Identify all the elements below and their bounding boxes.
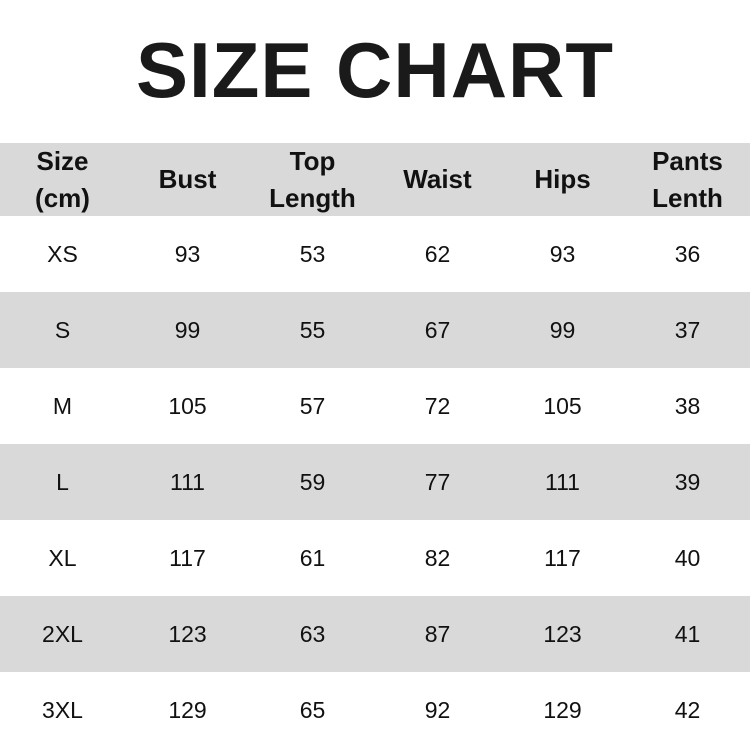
measurement-cell: 93 (174, 240, 201, 267)
measurement-cell: 65 (299, 696, 326, 723)
table-body: XS 93 53 62 93 36 S 99 55 67 99 37 M 105 57 72 105 38 L 111… (0, 216, 750, 748)
table-header: Size (cm) Bust Top Length Waist Hips Pants Le… (0, 143, 750, 216)
table-row: S 99 55 67 99 37 (0, 292, 750, 368)
table-row: M 105 57 72 105 38 (0, 368, 750, 444)
measurement-cell: 72 (424, 392, 451, 419)
column-header: Pants Lenth (652, 145, 723, 213)
measurement-cell: 59 (299, 468, 326, 495)
measurement-cell: 38 (674, 392, 701, 419)
size-label: XS (47, 240, 78, 267)
size-label: S (54, 316, 71, 343)
measurement-cell: 129 (168, 696, 207, 723)
measurement-cell: 53 (299, 240, 326, 267)
column-header: Top Length (269, 145, 356, 213)
measurement-cell: 37 (674, 316, 701, 343)
measurement-cell: 129 (543, 696, 582, 723)
table-row: 2XL 123 63 87 123 41 (0, 596, 750, 672)
size-label: M (52, 392, 73, 419)
column-header: Size (cm) (35, 145, 90, 213)
measurement-cell: 99 (549, 316, 576, 343)
measurement-cell: 39 (674, 468, 701, 495)
measurement-cell: 82 (424, 544, 451, 571)
size-label: L (56, 468, 69, 495)
size-label: XL (48, 544, 77, 571)
size-label: 3XL (42, 696, 83, 723)
measurement-cell: 123 (168, 620, 207, 647)
measurement-cell: 57 (299, 392, 326, 419)
measurement-cell: 42 (674, 696, 701, 723)
measurement-cell: 55 (299, 316, 326, 343)
measurement-cell: 67 (424, 316, 451, 343)
measurement-cell: 111 (545, 468, 580, 495)
measurement-cell: 87 (424, 620, 451, 647)
measurement-cell: 62 (424, 240, 451, 267)
measurement-cell: 111 (170, 468, 205, 495)
column-header: Hips (534, 164, 591, 194)
measurement-cell: 99 (174, 316, 201, 343)
measurement-cell: 117 (169, 544, 206, 571)
measurement-cell: 77 (424, 468, 451, 495)
column-header: Bust (158, 164, 217, 194)
measurement-cell: 105 (168, 392, 207, 419)
measurement-cell: 41 (674, 620, 701, 647)
table-row: XL 117 61 82 117 40 (0, 520, 750, 596)
table-row: L 111 59 77 111 39 (0, 444, 750, 520)
measurement-cell: 36 (674, 240, 701, 267)
measurement-cell: 40 (674, 544, 701, 571)
measurement-cell: 61 (299, 544, 326, 571)
measurement-cell: 105 (543, 392, 582, 419)
measurement-cell: 123 (543, 620, 582, 647)
size-label: 2XL (42, 620, 83, 647)
page-title: SIZE CHART (136, 26, 614, 114)
size-table: Size (cm) Bust Top Length Waist Hips Pants Le… (0, 143, 750, 748)
column-header: Waist (403, 164, 472, 194)
measurement-cell: 93 (549, 240, 576, 267)
measurement-cell: 92 (424, 696, 451, 723)
measurement-cell: 117 (544, 544, 581, 571)
table-row: 3XL 129 65 92 129 42 (0, 672, 750, 748)
measurement-cell: 63 (299, 620, 326, 647)
table-row: XS 93 53 62 93 36 (0, 216, 750, 292)
